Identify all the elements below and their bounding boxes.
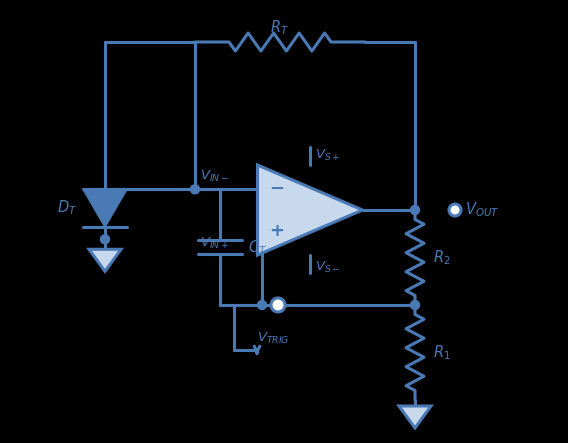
Text: $V_{IN-}$: $V_{IN-}$: [200, 169, 229, 184]
Circle shape: [449, 204, 461, 216]
Text: $V_{S+}$: $V_{S+}$: [315, 148, 341, 163]
Text: $V_{OUT}$: $V_{OUT}$: [465, 201, 499, 219]
Text: $V_{S-}$: $V_{S-}$: [315, 260, 341, 275]
Text: +: +: [269, 222, 285, 240]
Circle shape: [411, 206, 420, 214]
Text: $R_2$: $R_2$: [433, 248, 450, 267]
Circle shape: [411, 300, 420, 310]
Polygon shape: [257, 165, 362, 255]
Text: $V_{IN+}$: $V_{IN+}$: [200, 236, 229, 251]
Circle shape: [271, 298, 285, 312]
Circle shape: [257, 300, 266, 310]
Polygon shape: [83, 189, 127, 227]
Polygon shape: [89, 249, 121, 271]
Text: $R_T$: $R_T$: [270, 19, 290, 37]
Circle shape: [190, 185, 199, 194]
Text: −: −: [269, 180, 285, 198]
Circle shape: [101, 235, 110, 244]
Polygon shape: [399, 406, 431, 428]
Text: $D_T$: $D_T$: [57, 198, 77, 217]
Text: $C_T$: $C_T$: [248, 238, 267, 256]
Text: $V_{TRIG}$: $V_{TRIG}$: [257, 330, 290, 346]
Text: $R_1$: $R_1$: [433, 343, 450, 362]
